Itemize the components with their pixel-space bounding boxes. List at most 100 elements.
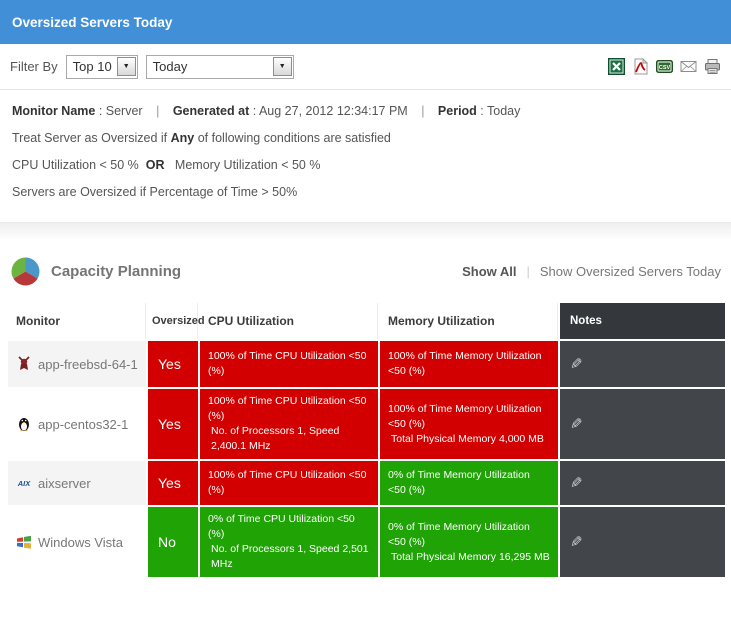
cpu-line1: 0% of Time CPU Utilization <50 (%)	[208, 513, 355, 540]
section-title: Capacity Planning	[51, 263, 182, 280]
report-meta: Monitor Name : Server | Generated at : A…	[0, 90, 731, 218]
monitor-cell: AIX aixserver	[8, 461, 146, 505]
pie-chart-icon	[11, 257, 40, 286]
show-oversized-link[interactable]: Show Oversized Servers Today	[539, 264, 721, 279]
pdf-export-icon[interactable]	[632, 58, 649, 75]
svg-text:AIX: AIX	[17, 479, 32, 488]
mem-line2: Total Physical Memory 4,000 MB	[391, 432, 544, 445]
oversized-cell: No	[148, 507, 198, 577]
memory-utilization-cell: 0% of Time Memory Utilization <50 (%)	[380, 461, 558, 505]
column-header-monitor: Monitor	[8, 303, 146, 339]
condition-expression: CPU Utilization < 50 % OR Memory Utiliza…	[12, 158, 719, 172]
monitor-name[interactable]: app-centos32-1	[38, 416, 129, 432]
condition-right: Memory Utilization < 50 %	[174, 158, 321, 172]
condition-intro-pre: Treat Server as Oversized if	[12, 131, 171, 145]
monitor-name-value: Server	[105, 104, 143, 118]
monitor-name[interactable]: Windows Vista	[38, 534, 124, 550]
memory-utilization-cell: 100% of Time Memory Utilization <50 (%)	[380, 341, 558, 387]
mem-line1: 0% of Time Memory Utilization <50 (%)	[388, 520, 530, 548]
section-links: Show All | Show Oversized Servers Today	[462, 264, 721, 279]
freebsd-icon	[18, 356, 30, 370]
link-separator: |	[526, 264, 530, 279]
table-row: app-freebsd-64-1 Yes 100% of Time CPU Ut…	[8, 341, 725, 387]
top-n-dropdown[interactable]: Top 10 ▼	[65, 54, 138, 79]
condition-note: Servers are Oversized if Percentage of T…	[12, 185, 298, 199]
cpu-line2: No. of Processors 1, Speed 2,400.1 MHz	[211, 425, 340, 452]
monitor-name[interactable]: app-freebsd-64-1	[38, 356, 138, 372]
svg-text:CSV: CSV	[659, 65, 671, 71]
memory-utilization-cell: 100% of Time Memory Utilization <50 (%) …	[380, 389, 558, 459]
edit-note-icon[interactable]: ✎	[570, 355, 583, 373]
meta-separator: |	[421, 104, 425, 118]
mem-line1: 100% of Time Memory Utilization <50 (%)	[388, 402, 542, 430]
cpu-line2: No. of Processors 1, Speed 2,501 MHz	[211, 543, 369, 570]
oversized-cell: Yes	[148, 341, 198, 387]
table-header-row: Monitor Oversized CPU Utilization Memory…	[8, 303, 725, 339]
show-all-link[interactable]: Show All	[462, 264, 517, 279]
table-row: app-centos32-1 Yes 100% of Time CPU Util…	[8, 389, 725, 459]
period-meta-value: Today	[487, 104, 521, 118]
condition-intro-bold: Any	[170, 131, 195, 145]
cpu-utilization-cell: 100% of Time CPU Utilization <50 (%)	[200, 461, 378, 505]
csv-export-icon[interactable]: CSV	[656, 58, 673, 75]
print-report-icon[interactable]	[704, 58, 721, 75]
mem-line2: Total Physical Memory 16,295 MB	[391, 550, 550, 563]
notes-cell: ✎	[560, 461, 725, 505]
chevron-down-icon[interactable]: ▼	[272, 57, 292, 76]
condition-left: CPU Utilization < 50 %	[12, 158, 139, 172]
excel-export-icon[interactable]	[608, 58, 625, 75]
monitor-name[interactable]: aixserver	[38, 475, 91, 491]
capacity-planning-header: Capacity Planning Show All | Show Oversi…	[0, 239, 731, 299]
period-dropdown[interactable]: Today ▼	[145, 54, 294, 79]
table-row: Windows Vista No 0% of Time CPU Utilizat…	[8, 507, 725, 577]
column-header-notes: Notes	[560, 303, 725, 339]
chevron-down-icon[interactable]: ▼	[116, 57, 136, 76]
edit-note-icon[interactable]: ✎	[570, 533, 583, 551]
mem-line1: 0% of Time Memory Utilization <50 (%)	[388, 469, 530, 496]
condition-intro: Treat Server as Oversized if Any of foll…	[12, 131, 719, 145]
column-header-cpu: CPU Utilization	[200, 303, 378, 339]
cpu-utilization-cell: 100% of Time CPU Utilization <50 (%) No.…	[200, 389, 378, 459]
condition-intro-post: of following conditions are satisfied	[194, 131, 391, 145]
monitor-cell: app-freebsd-64-1	[8, 341, 146, 387]
cpu-line1: 100% of Time CPU Utilization <50 (%)	[208, 350, 367, 377]
monitor-name-label: Monitor Name	[12, 104, 96, 118]
report-meta-line: Monitor Name : Server | Generated at : A…	[12, 104, 521, 118]
export-toolbar: CSV	[608, 58, 721, 75]
oversized-cell: Yes	[148, 389, 198, 459]
cpu-utilization-cell: 0% of Time CPU Utilization <50 (%) No. o…	[200, 507, 378, 577]
email-report-icon[interactable]	[680, 58, 697, 75]
top-n-value: Top 10	[72, 59, 112, 74]
notes-cell: ✎	[560, 507, 725, 577]
mem-line1: 100% of Time Memory Utilization <50 (%)	[388, 350, 542, 377]
cpu-line1: 100% of Time CPU Utilization <50 (%)	[208, 469, 367, 496]
notes-cell: ✎	[560, 389, 725, 459]
cpu-line1: 100% of Time CPU Utilization <50 (%)	[208, 395, 367, 422]
notes-cell: ✎	[560, 341, 725, 387]
linux-penguin-icon	[19, 418, 29, 432]
oversized-cell: Yes	[148, 461, 198, 505]
oversized-servers-table: Monitor Oversized CPU Utilization Memory…	[6, 301, 727, 579]
filter-by-label: Filter By	[10, 59, 58, 74]
generated-at-value: Aug 27, 2012 12:34:17 PM	[258, 104, 408, 118]
aix-icon: AIX	[17, 479, 32, 488]
condition-operator: OR	[145, 158, 165, 172]
period-label: Period	[437, 104, 477, 118]
page-title: Oversized Servers Today	[12, 14, 173, 30]
monitor-cell: Windows Vista	[8, 507, 146, 577]
section-divider	[0, 222, 731, 239]
filter-bar: Filter By Top 10 ▼ Today ▼ CSV	[0, 44, 731, 90]
table-row: AIX aixserver Yes 100% of Time CPU Utili…	[8, 461, 725, 505]
cpu-utilization-cell: 100% of Time CPU Utilization <50 (%)	[200, 341, 378, 387]
edit-note-icon[interactable]: ✎	[570, 415, 583, 433]
monitor-cell: app-centos32-1	[8, 389, 146, 459]
column-header-oversized: Oversized	[148, 303, 205, 339]
meta-separator: |	[156, 104, 160, 118]
windows-icon	[17, 535, 31, 549]
column-header-memory: Memory Utilization	[380, 303, 558, 339]
window-title-bar: Oversized Servers Today	[0, 0, 731, 44]
generated-at-label: Generated at	[172, 104, 250, 118]
edit-note-icon[interactable]: ✎	[570, 474, 583, 492]
memory-utilization-cell: 0% of Time Memory Utilization <50 (%) To…	[380, 507, 558, 577]
period-value: Today	[152, 59, 188, 74]
